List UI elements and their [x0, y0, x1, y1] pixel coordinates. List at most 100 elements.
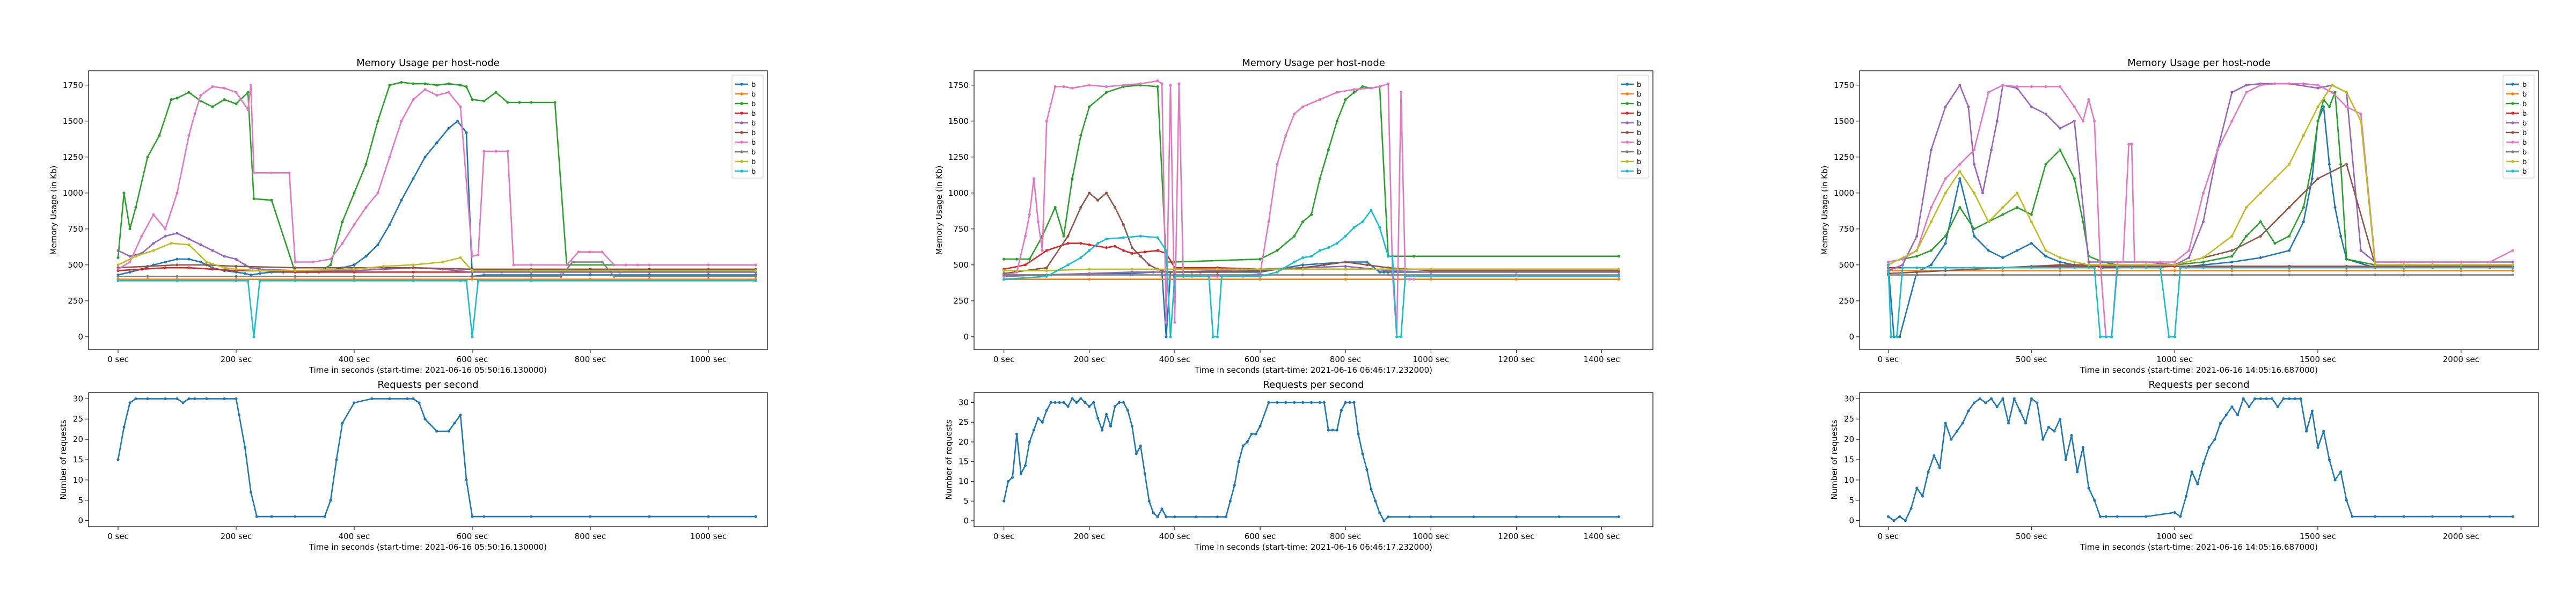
data-point	[2488, 515, 2491, 518]
data-point	[1011, 476, 1014, 479]
y-tick-label: 20	[73, 434, 83, 444]
data-point	[2302, 134, 2305, 137]
x-tick-label: 800 sec	[575, 355, 606, 364]
data-point	[1105, 246, 1108, 249]
data-point	[1944, 191, 1947, 195]
data-point	[2259, 220, 2262, 224]
data-point	[211, 85, 214, 88]
data-point	[2316, 120, 2319, 123]
data-point	[1258, 275, 1262, 278]
data-point	[1276, 401, 1279, 404]
data-point	[388, 397, 391, 400]
data-point	[1989, 148, 1993, 152]
data-point	[1915, 266, 1919, 269]
data-point	[134, 206, 137, 209]
data-point	[1053, 85, 1057, 88]
data-point	[1972, 163, 1976, 166]
legend-item: b	[2506, 91, 2527, 99]
data-point	[1344, 278, 1347, 281]
data-point	[477, 253, 480, 256]
data-point	[376, 243, 379, 246]
data-point	[565, 263, 568, 267]
legend-marker	[1626, 160, 1629, 163]
data-point	[2333, 206, 2337, 209]
y-tick-label: 1000	[948, 188, 969, 198]
data-point	[423, 156, 427, 159]
chart-title: Requests per second	[377, 379, 478, 390]
data-point	[423, 88, 427, 91]
x-tick-label: 200 sec	[1073, 355, 1105, 364]
legend-item: b	[1621, 91, 1641, 99]
data-point	[1995, 120, 1999, 123]
data-point	[707, 278, 710, 281]
data-point	[1318, 401, 1322, 404]
data-point	[382, 264, 385, 268]
data-point	[1293, 112, 1296, 116]
data-point	[1045, 269, 1048, 272]
series-2	[1002, 84, 1620, 264]
data-point	[364, 206, 368, 209]
data-point	[465, 279, 468, 282]
data-point	[618, 270, 621, 274]
data-point	[1130, 252, 1133, 255]
data-point	[2087, 266, 2090, 269]
data-point	[2158, 260, 2162, 264]
data-point	[170, 242, 173, 245]
data-point	[601, 260, 604, 264]
x-tick-label: 400 sec	[339, 355, 370, 364]
data-point	[471, 278, 474, 281]
data-point	[2059, 148, 2062, 152]
y-tick-label: 1250	[948, 152, 969, 162]
x-tick-label: 0 sec	[993, 532, 1015, 541]
plot-area	[1002, 79, 1620, 338]
data-point	[1246, 440, 1249, 444]
data-point	[146, 156, 149, 159]
data-point	[249, 491, 253, 494]
data-point	[482, 150, 486, 153]
data-point	[1886, 263, 1890, 267]
data-point	[2253, 397, 2257, 400]
data-point	[1514, 515, 1518, 519]
data-point	[2345, 257, 2348, 261]
series-0	[1002, 397, 1620, 522]
x-tick-label: 200 sec	[221, 355, 252, 364]
y-tick-label: 15	[73, 455, 83, 464]
data-point	[2059, 260, 2062, 264]
data-point	[2190, 470, 2193, 474]
legend-marker	[2511, 169, 2514, 173]
data-point	[1944, 234, 1947, 238]
data-point	[1370, 209, 1373, 212]
data-point	[237, 414, 241, 417]
data-point	[323, 515, 326, 518]
data-point	[2460, 266, 2463, 269]
data-point	[2116, 515, 2119, 518]
data-point	[2230, 234, 2234, 238]
data-point	[2511, 249, 2514, 252]
data-point	[530, 515, 533, 518]
data-point	[1950, 438, 1953, 441]
y-tick-label: 750	[68, 224, 83, 234]
data-point	[235, 279, 238, 282]
data-point	[400, 198, 403, 202]
data-point	[1028, 440, 1031, 444]
data-point	[1122, 249, 1125, 252]
data-point	[2299, 397, 2302, 400]
legend-marker	[2511, 102, 2514, 105]
data-point	[494, 91, 497, 94]
x-axis-label: Time in seconds (start-time: 2021-06-16 …	[2080, 365, 2318, 375]
data-point	[122, 191, 126, 195]
data-point	[1972, 234, 1976, 238]
data-point	[211, 268, 214, 271]
data-point	[353, 401, 356, 404]
data-point	[1387, 515, 1390, 519]
data-point	[1284, 134, 1287, 137]
data-point	[1895, 335, 1898, 338]
data-point	[235, 91, 238, 94]
data-point	[1987, 91, 1990, 94]
data-point	[2460, 260, 2463, 264]
data-point	[2259, 397, 2262, 400]
data-point	[2059, 266, 2062, 269]
data-point	[1898, 335, 1901, 338]
chart-title: Memory Usage per host-node	[1242, 57, 1385, 69]
data-point	[2288, 266, 2291, 269]
